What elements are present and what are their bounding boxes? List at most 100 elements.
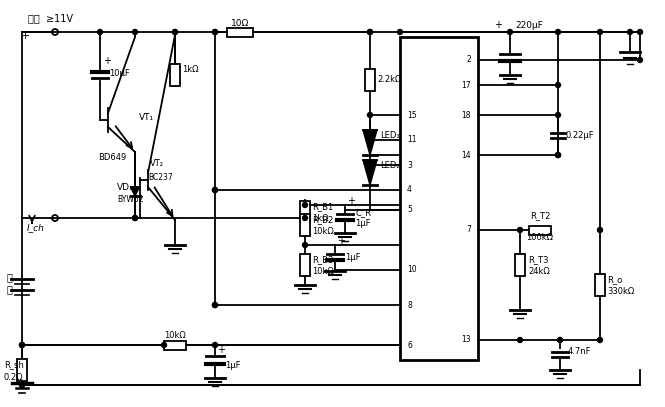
Circle shape <box>213 188 217 193</box>
Text: 4: 4 <box>407 186 412 195</box>
Text: VD₁: VD₁ <box>117 182 134 192</box>
Circle shape <box>303 243 307 247</box>
Text: 15: 15 <box>407 110 417 120</box>
Circle shape <box>628 29 632 35</box>
Bar <box>300 201 310 223</box>
Text: VT₁: VT₁ <box>139 114 154 123</box>
Bar <box>17 359 27 381</box>
Circle shape <box>398 29 402 35</box>
Circle shape <box>213 302 217 308</box>
Circle shape <box>213 188 217 193</box>
Circle shape <box>213 343 217 348</box>
Polygon shape <box>363 160 377 185</box>
Text: 10kΩ: 10kΩ <box>312 267 334 276</box>
Bar <box>529 225 551 234</box>
Circle shape <box>368 29 372 35</box>
Circle shape <box>368 112 372 118</box>
Bar <box>227 28 253 37</box>
Text: R_B3: R_B3 <box>312 256 333 265</box>
Text: 5: 5 <box>407 206 412 214</box>
Circle shape <box>555 153 561 158</box>
Bar <box>300 254 310 276</box>
Bar <box>300 214 310 236</box>
Text: R_T2: R_T2 <box>530 212 550 221</box>
Text: +: + <box>217 345 225 355</box>
Circle shape <box>555 112 561 118</box>
Circle shape <box>597 337 602 343</box>
Text: LED₂: LED₂ <box>380 160 400 169</box>
Circle shape <box>19 343 25 348</box>
Circle shape <box>132 215 138 221</box>
Circle shape <box>213 29 217 35</box>
Text: BC237: BC237 <box>148 173 173 182</box>
Circle shape <box>368 29 372 35</box>
Text: 输入  ≥11V: 输入 ≥11V <box>28 13 73 23</box>
Text: R_o: R_o <box>607 276 622 284</box>
Bar <box>170 64 180 86</box>
Bar <box>595 274 605 296</box>
Text: +: + <box>103 56 111 66</box>
Text: 池: 池 <box>7 284 13 294</box>
Circle shape <box>303 215 307 221</box>
Text: 220μF: 220μF <box>515 20 543 29</box>
Bar <box>400 37 478 360</box>
Text: 10μF: 10μF <box>109 68 130 77</box>
Text: I_ch: I_ch <box>27 223 45 232</box>
Text: +: + <box>337 236 345 246</box>
Text: +: + <box>21 31 30 41</box>
Circle shape <box>507 29 513 35</box>
Text: LED₁: LED₁ <box>380 131 400 140</box>
Text: 13: 13 <box>462 335 471 344</box>
Circle shape <box>19 383 25 387</box>
Circle shape <box>638 57 642 63</box>
Circle shape <box>132 215 138 221</box>
Text: 1kΩ: 1kΩ <box>182 66 198 74</box>
Circle shape <box>213 29 217 35</box>
Circle shape <box>597 29 602 35</box>
Text: 4.7nF: 4.7nF <box>568 348 591 357</box>
Polygon shape <box>130 187 140 196</box>
Text: 1μF: 1μF <box>355 219 370 228</box>
Text: 0.22μF: 0.22μF <box>565 131 594 140</box>
Polygon shape <box>363 130 377 155</box>
Circle shape <box>213 302 217 308</box>
Text: 3: 3 <box>407 160 412 169</box>
Text: R_B2: R_B2 <box>312 215 333 225</box>
Text: R_sh: R_sh <box>4 361 24 370</box>
Circle shape <box>517 337 523 343</box>
Circle shape <box>555 29 561 35</box>
Text: 1kΩ: 1kΩ <box>312 214 329 223</box>
Circle shape <box>555 153 561 158</box>
Text: 10kΩ: 10kΩ <box>164 330 186 339</box>
Bar <box>515 254 525 276</box>
Text: +: + <box>494 20 502 30</box>
Text: 6: 6 <box>407 341 412 350</box>
Circle shape <box>19 343 25 348</box>
Text: BYW52: BYW52 <box>117 195 144 204</box>
Text: VT₂: VT₂ <box>150 158 164 168</box>
Text: 17: 17 <box>462 81 471 90</box>
Bar <box>365 69 375 91</box>
Text: R_B1: R_B1 <box>312 202 333 211</box>
Circle shape <box>172 29 178 35</box>
Text: 100kΩ: 100kΩ <box>527 234 553 243</box>
Text: +: + <box>347 196 355 206</box>
Circle shape <box>368 138 372 142</box>
Text: 0.2Ω: 0.2Ω <box>4 372 23 381</box>
Text: 2.2kΩ: 2.2kΩ <box>377 76 402 85</box>
Text: C_R: C_R <box>355 208 371 217</box>
Circle shape <box>98 29 102 35</box>
Text: 10kΩ: 10kΩ <box>312 228 334 236</box>
Circle shape <box>162 343 166 348</box>
Circle shape <box>132 29 138 35</box>
Text: 18: 18 <box>462 110 471 120</box>
Text: 2: 2 <box>466 55 471 64</box>
Text: 1μF: 1μF <box>345 252 360 262</box>
Text: 7: 7 <box>466 225 471 234</box>
Text: BD649: BD649 <box>98 153 126 162</box>
Text: 11: 11 <box>407 136 416 144</box>
Circle shape <box>303 203 307 208</box>
Circle shape <box>172 29 178 35</box>
Circle shape <box>517 228 523 232</box>
Text: 10Ω: 10Ω <box>231 18 249 28</box>
